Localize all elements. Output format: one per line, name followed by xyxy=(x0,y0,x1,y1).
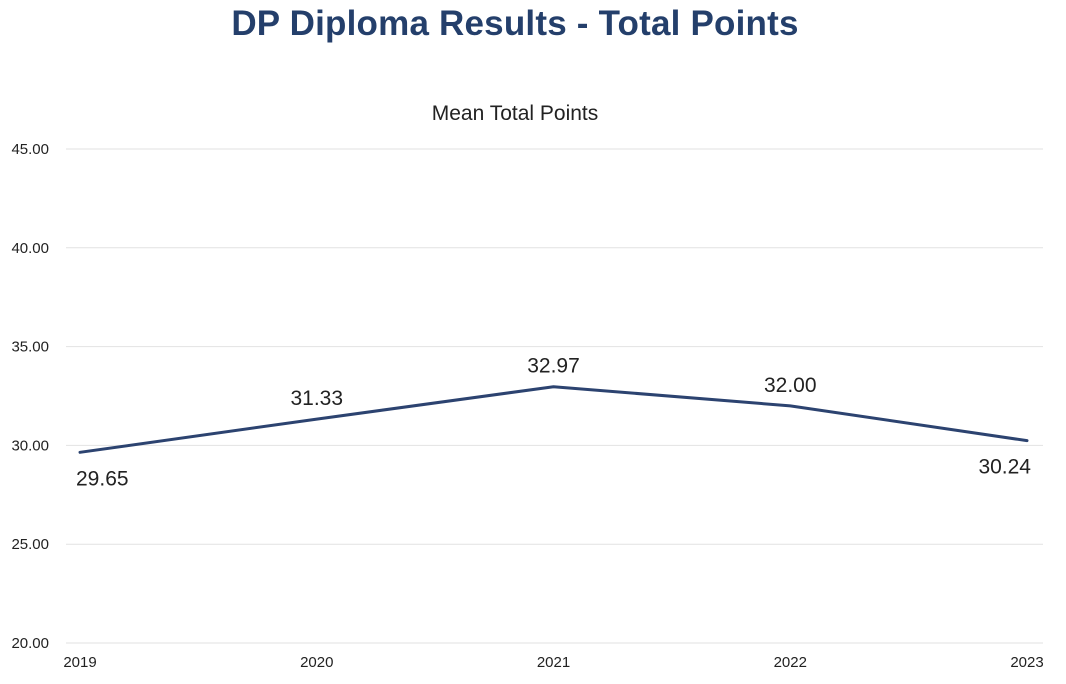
x-tick-label: 2019 xyxy=(63,654,96,671)
series-line xyxy=(78,385,1029,454)
y-tick-label: 35.00 xyxy=(11,339,49,356)
x-axis-ticks: 2019 2020 2021 2022 2023 xyxy=(63,654,1043,671)
chart-title: Mean Total Points xyxy=(432,102,599,125)
data-label: 31.33 xyxy=(290,387,343,410)
data-label: 30.24 xyxy=(978,456,1031,479)
y-axis-ticks: 20.00 25.00 30.00 35.00 40.00 45.00 xyxy=(11,141,49,652)
x-tick-label: 2020 xyxy=(300,654,333,671)
series-layer xyxy=(78,385,1029,454)
data-label: 32.00 xyxy=(764,374,817,397)
y-tick-label: 30.00 xyxy=(11,437,49,454)
x-tick-label: 2023 xyxy=(1010,654,1043,671)
y-tick-label: 20.00 xyxy=(11,635,49,652)
y-tick-label: 45.00 xyxy=(11,141,49,158)
data-label: 29.65 xyxy=(76,467,129,490)
x-tick-label: 2022 xyxy=(774,654,807,671)
y-tick-label: 25.00 xyxy=(11,536,49,553)
y-tick-label: 40.00 xyxy=(11,240,49,257)
data-label: 32.97 xyxy=(527,355,580,378)
page-title: DP Diploma Results - Total Points xyxy=(231,4,799,43)
gridlines xyxy=(66,148,1043,644)
x-tick-label: 2021 xyxy=(537,654,570,671)
data-labels: 29.65 31.33 32.97 32.00 30.24 xyxy=(76,355,1031,491)
